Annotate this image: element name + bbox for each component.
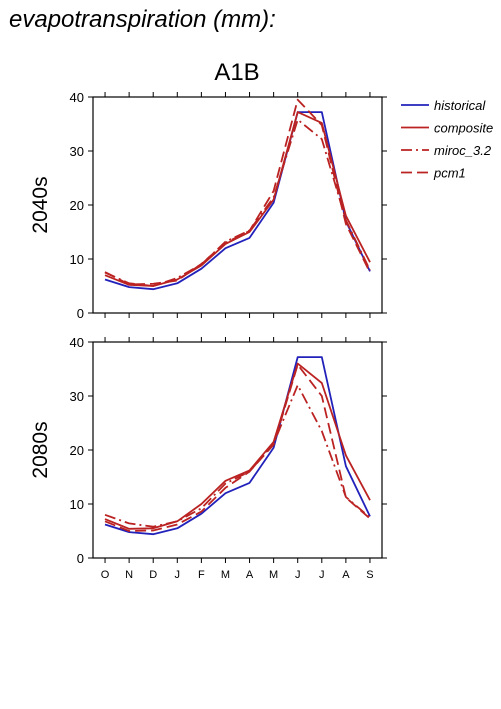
x-tick-label: D bbox=[149, 569, 157, 581]
x-tick-label: J bbox=[319, 569, 325, 581]
y-tick-label: 0 bbox=[77, 551, 84, 566]
x-tick-label: N bbox=[125, 569, 133, 581]
x-tick-label: M bbox=[269, 569, 278, 581]
x-tick-label: J bbox=[175, 569, 181, 581]
y-tick-label: 40 bbox=[70, 335, 84, 350]
series-line-composite bbox=[104, 362, 371, 530]
y-tick-label: 20 bbox=[70, 198, 84, 213]
x-tick-label: J bbox=[295, 569, 301, 581]
figure-title: evapotranspiration (mm): bbox=[9, 6, 276, 33]
legend-label: composite bbox=[434, 121, 493, 136]
x-tick-label: F bbox=[198, 569, 205, 581]
row-label: 2080s bbox=[29, 421, 52, 478]
scenario-label: A1B bbox=[214, 59, 259, 86]
y-tick-label: 0 bbox=[77, 306, 84, 321]
x-tick-label: O bbox=[101, 569, 110, 581]
x-tick-label: M bbox=[221, 569, 230, 581]
y-tick-label: 40 bbox=[70, 90, 84, 105]
plot-frame bbox=[92, 341, 383, 559]
x-tick-label: A bbox=[246, 569, 254, 581]
legend-label: miroc_3.2 bbox=[434, 143, 492, 158]
row-label: 2040s bbox=[29, 176, 52, 233]
series-line-composite bbox=[104, 111, 371, 287]
y-tick-label: 10 bbox=[70, 497, 84, 512]
series-line-pcm1 bbox=[104, 98, 371, 286]
x-tick-label: A bbox=[342, 569, 350, 581]
legend-label: historical bbox=[434, 98, 486, 113]
series-line-historical bbox=[104, 356, 371, 536]
series-line-pcm1 bbox=[104, 363, 371, 532]
series-line-miroc-3-2 bbox=[104, 384, 371, 528]
y-tick-label: 30 bbox=[70, 389, 84, 404]
panel-2080s: 0 10 20 30 40 O N D J F M A M J J A S 2080s bbox=[29, 335, 387, 581]
legend-label: pcm1 bbox=[433, 166, 466, 181]
legend: historical composite miroc_3.2 pcm1 bbox=[401, 98, 493, 181]
y-tick-label: 30 bbox=[70, 144, 84, 159]
series-line-historical bbox=[104, 111, 371, 291]
panel-2040s: 0 10 20 30 40 2040s bbox=[29, 90, 387, 321]
y-tick-label: 10 bbox=[70, 252, 84, 267]
plot-frame bbox=[92, 96, 383, 314]
x-tick-label: S bbox=[366, 569, 373, 581]
y-tick-label: 20 bbox=[70, 443, 84, 458]
series-line-miroc-3-2 bbox=[104, 118, 371, 287]
